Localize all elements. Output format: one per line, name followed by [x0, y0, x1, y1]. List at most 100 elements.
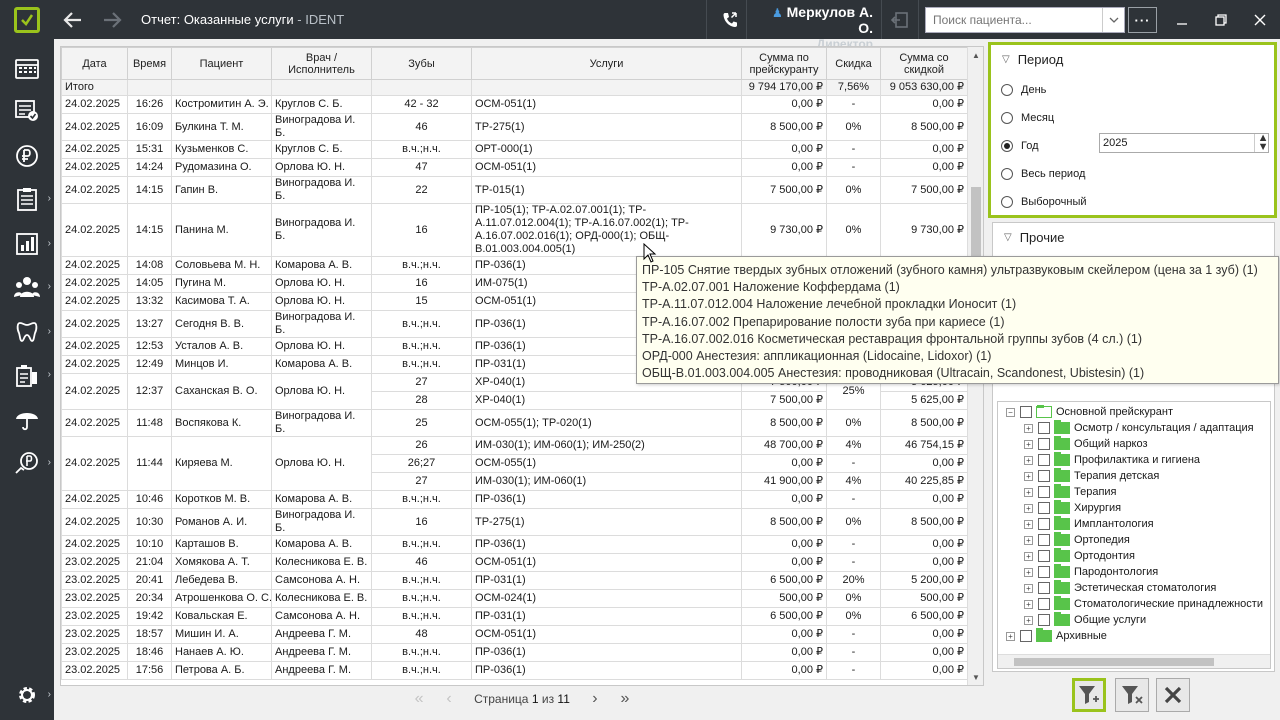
table-row[interactable]: 23.02.2025 18:57 Мишин И. А. Андреева Г. М.…	[61, 625, 967, 644]
back-arrow-icon[interactable]	[60, 7, 86, 33]
minimize-icon[interactable]	[1170, 8, 1194, 32]
other-header[interactable]: ▽ Прочие	[993, 223, 1274, 251]
expand-icon[interactable]: +	[1024, 519, 1033, 529]
period-header[interactable]: ▽ Период	[991, 45, 1274, 73]
col-discount[interactable]: Скидка	[826, 47, 881, 80]
expand-icon[interactable]: +	[1024, 551, 1033, 561]
col-price[interactable]: Сумма по прейскуранту	[741, 47, 827, 80]
current-user[interactable]: ♟ Меркулов А. О. Директор	[755, 4, 873, 51]
tree-node-category[interactable]: + Ортодонтия	[1024, 548, 1135, 564]
tree-node-category[interactable]: + Профилактика и гигиена	[1024, 452, 1200, 468]
tree-checkbox[interactable]	[1020, 630, 1032, 642]
restore-icon[interactable]	[1209, 8, 1233, 32]
table-row[interactable]: 24.02.2025 11:48 Воспякова К. Виноградова И…	[61, 409, 967, 437]
expand-icon[interactable]: +	[1024, 439, 1033, 449]
expand-icon[interactable]: +	[1024, 615, 1033, 625]
tree-node-category[interactable]: + Стоматологические принадлежности	[1024, 596, 1263, 612]
table-row[interactable]: 24.02.2025 15:31 Кузьменков С. Круглов С. Б…	[61, 140, 967, 159]
phone-call-icon[interactable]	[717, 7, 743, 33]
tree-node-root[interactable]: − Основной прейскурант	[1006, 404, 1173, 420]
tree-checkbox[interactable]	[1038, 454, 1050, 466]
table-row[interactable]: 24.02.2025 10:10 Карташов В. Комарова А. В.…	[61, 535, 967, 554]
excel-export-button[interactable]	[1156, 678, 1190, 712]
tree-checkbox[interactable]	[1020, 406, 1032, 418]
close-icon[interactable]	[1248, 8, 1272, 32]
expand-icon[interactable]: +	[1024, 487, 1033, 497]
sidebar-item-patients[interactable]: ›	[0, 267, 54, 307]
tree-checkbox[interactable]	[1038, 614, 1050, 626]
table-row[interactable]: 24.02.2025 16:26 Костромитин А. Э. Круглов …	[61, 95, 967, 114]
expand-icon[interactable]: +	[1024, 535, 1033, 545]
tree-checkbox[interactable]	[1038, 422, 1050, 434]
more-options-button[interactable]: ···	[1128, 7, 1157, 33]
chevron-down-icon[interactable]	[1102, 8, 1124, 32]
first-page-icon[interactable]: «	[414, 690, 424, 707]
tree-node-category[interactable]: + Осмотр / консультация / адаптация	[1024, 420, 1254, 436]
clear-filter-button[interactable]	[1115, 678, 1149, 712]
tree-checkbox[interactable]	[1038, 518, 1050, 530]
expand-icon[interactable]: +	[1024, 455, 1033, 465]
horizontal-scrollbar[interactable]	[998, 654, 1270, 668]
tree-node-category[interactable]: + Пародонтология	[1024, 564, 1158, 580]
forward-arrow-icon[interactable]	[99, 7, 125, 33]
table-row[interactable]: 23.02.2025 20:34 Атрошенкова О. С. Колесник…	[61, 589, 967, 608]
spin-up-icon[interactable]: ▲	[1257, 132, 1269, 144]
tree-node-category[interactable]: + Имплантология	[1024, 516, 1154, 532]
patient-search[interactable]	[925, 7, 1125, 33]
tree-node-archive[interactable]: + Архивные	[1006, 628, 1107, 644]
tree-checkbox[interactable]	[1038, 598, 1050, 610]
expand-icon[interactable]: +	[1024, 599, 1033, 609]
table-row[interactable]: 23.02.2025 17:56 Петрова А. Б. Андреева Г. …	[61, 661, 967, 680]
expand-icon[interactable]: +	[1024, 567, 1033, 577]
sidebar-item-settings[interactable]: ›	[0, 675, 54, 715]
next-page-icon[interactable]: ›	[592, 690, 598, 707]
sidebar-item-documents[interactable]: ›	[0, 179, 54, 219]
expand-icon[interactable]: +	[1024, 583, 1033, 593]
table-row[interactable]: 24.02.2025 16:09 Булкина Т. М. Виноградова …	[61, 113, 967, 141]
table-row[interactable]: 23.02.2025 19:42 Ковальская Е. Самсонова А.…	[61, 607, 967, 626]
tree-checkbox[interactable]	[1038, 582, 1050, 594]
table-row[interactable]: 24.02.2025 10:30 Романов А. И. Виноградова …	[61, 508, 967, 536]
col-patient[interactable]: Пациент	[171, 47, 272, 80]
collapse-icon[interactable]: −	[1006, 407, 1015, 417]
expand-icon[interactable]: +	[1006, 631, 1015, 641]
period-option-all[interactable]: Весь период	[1001, 165, 1085, 183]
tree-checkbox[interactable]	[1038, 470, 1050, 482]
period-option-day[interactable]: День	[1001, 81, 1046, 99]
scroll-down-icon[interactable]: ▼	[972, 672, 980, 682]
history-icon[interactable]	[887, 7, 913, 33]
tree-node-category[interactable]: + Ортопедия	[1024, 532, 1130, 548]
col-net[interactable]: Сумма со скидкой	[880, 47, 967, 80]
table-row[interactable]: 24.02.2025 10:46 Коротков М. В. Комарова А.…	[61, 490, 967, 509]
expand-icon[interactable]: +	[1024, 423, 1033, 433]
col-services[interactable]: Услуги	[471, 47, 742, 80]
table-row[interactable]: 23.02.2025 18:46 Нанаев А. Ю. Андреева Г. М…	[61, 643, 967, 662]
table-row[interactable]: 23.02.2025 21:04 Хомякова А. Т. Колесникова…	[61, 553, 967, 572]
tree-node-category[interactable]: + Эстетическая стоматология	[1024, 580, 1216, 596]
col-date[interactable]: Дата	[61, 47, 128, 80]
expand-icon[interactable]: +	[1024, 503, 1033, 513]
apply-filter-button[interactable]	[1072, 678, 1106, 712]
tree-checkbox[interactable]	[1038, 550, 1050, 562]
sidebar-item-warehouse[interactable]: ›	[0, 355, 54, 395]
tree-checkbox[interactable]	[1038, 502, 1050, 514]
last-page-icon[interactable]: »	[620, 690, 630, 707]
tree-node-category[interactable]: + Общий наркоз	[1024, 436, 1148, 452]
year-spinner[interactable]: 2025 ▲ ▼	[1099, 133, 1269, 153]
sidebar-item-dentistry[interactable]: ›	[0, 312, 54, 352]
table-row[interactable]: 24.02.2025 14:24 Рудомазина О. Орлова Ю. Н.…	[61, 158, 967, 177]
tree-checkbox[interactable]	[1038, 486, 1050, 498]
sidebar-item-tasks[interactable]	[0, 91, 54, 131]
tree-node-category[interactable]: + Терапия детская	[1024, 468, 1159, 484]
table-row[interactable]: 24.02.2025 11:44 Киряева М. Орлова Ю. Н. 26 И…	[61, 436, 967, 491]
patient-search-input[interactable]	[926, 9, 1102, 31]
sidebar-item-schedule[interactable]	[0, 48, 54, 88]
tree-checkbox[interactable]	[1038, 566, 1050, 578]
sidebar-item-finance[interactable]	[0, 136, 54, 176]
scroll-thumb[interactable]	[971, 187, 981, 277]
expand-icon[interactable]: +	[1024, 471, 1033, 481]
tree-node-category[interactable]: + Терапия	[1024, 484, 1117, 500]
table-row[interactable]: 27 ИМ-030(1); ИМ-060(1) 41 900,00 ₽4% 40 22…	[62, 472, 967, 491]
sidebar-item-reports[interactable]: ›	[0, 224, 54, 264]
tree-node-category[interactable]: + Хирургия	[1024, 500, 1121, 516]
